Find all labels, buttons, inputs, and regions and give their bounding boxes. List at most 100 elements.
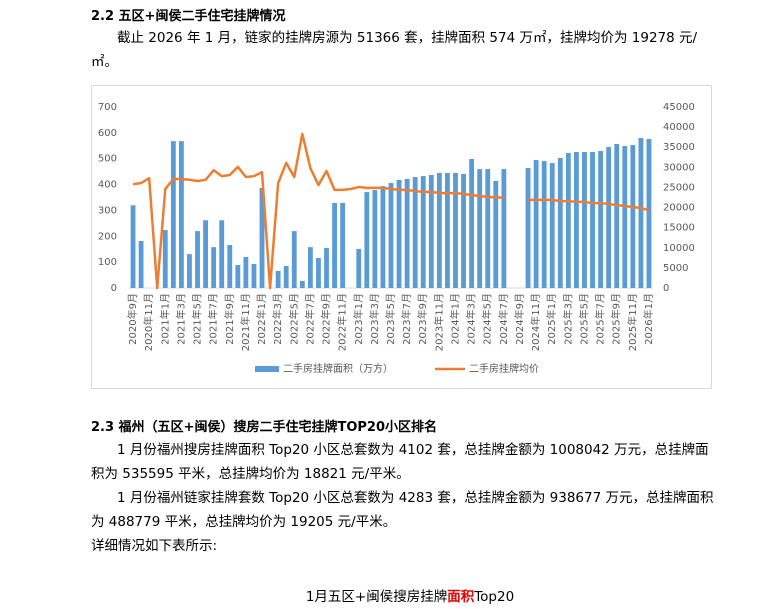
bar (307, 247, 313, 288)
bar (138, 240, 144, 288)
x-tick-label: 2024年3月 (465, 293, 478, 345)
bar (630, 145, 636, 288)
bar (227, 245, 233, 288)
x-tick-label: 2025年5月 (577, 293, 590, 345)
bar (372, 190, 378, 288)
y2-tick-label: 45000 (663, 102, 695, 113)
legend-label: 二手房挂牌面积（万方） (283, 362, 393, 375)
x-tick-label: 2021年3月 (174, 293, 187, 345)
caption-highlight: 面积 (447, 589, 475, 605)
y-tick-label: 700 (98, 102, 117, 113)
bar (445, 172, 450, 288)
bar (420, 176, 426, 288)
bar (299, 281, 305, 288)
heading: 2.3 福州（五区+闽侯）搜房二手住宅挂牌TOP20小区排名 (91, 420, 437, 435)
bar (582, 151, 587, 288)
x-tick-label: 2021年1月 (158, 293, 171, 345)
bar (275, 270, 281, 288)
y-tick-label: 500 (98, 154, 117, 165)
caption-text: Top20 (474, 589, 515, 605)
bar (251, 263, 257, 288)
x-tick-label: 2025年11月 (626, 293, 639, 351)
y2-tick-label: 20000 (663, 203, 695, 214)
x-tick-label: 2023年3月 (368, 293, 381, 345)
x-tick-label: 2024年11月 (529, 293, 542, 351)
y2-tick-label: 10000 (663, 243, 695, 254)
paragraph: 详细情况如下表所示: (91, 538, 218, 554)
x-tick-label: 2021年7月 (207, 293, 220, 345)
line (528, 198, 650, 212)
bar (590, 151, 595, 288)
bar (388, 183, 394, 288)
x-tick-label: 2024年1月 (448, 293, 461, 345)
table-caption: 1月五区+闽侯搜房挂牌面积Top20 (0, 585, 779, 605)
bar (283, 266, 289, 288)
bar (436, 172, 442, 288)
x-tick-label: 2023年7月 (400, 293, 413, 345)
bar (461, 173, 466, 288)
bar (291, 231, 297, 288)
bar (533, 160, 539, 288)
caption-text: 1月五区+闽侯搜房挂牌 (305, 589, 448, 605)
paragraph: 1 月份福州搜房挂牌面积 Top20 小区总套数为 4102 套，总挂牌金额为 … (91, 442, 709, 482)
bar (622, 146, 628, 288)
x-tick-label: 2023年11月 (432, 293, 445, 351)
bar (638, 138, 644, 288)
bar (598, 150, 604, 288)
y2-tick-label: 40000 (663, 122, 695, 133)
bar (525, 168, 531, 288)
bar (573, 151, 579, 288)
x-tick-label: 2024年9月 (513, 293, 526, 345)
x-tick-label: 2021年5月 (191, 293, 204, 345)
bar (501, 169, 507, 288)
bar (219, 220, 225, 288)
x-tick-label: 2025年9月 (610, 293, 623, 345)
y2-tick-label: 0 (663, 283, 669, 294)
bar (340, 202, 346, 288)
y-tick-label: 200 (98, 231, 117, 242)
bar (469, 158, 475, 288)
x-tick-label: 2022年7月 (303, 293, 316, 345)
x-tick-label: 2023年5月 (384, 293, 397, 345)
x-tick-label: 2020年11月 (142, 293, 155, 351)
y2-tick-label: 5000 (663, 263, 688, 274)
y-tick-label: 600 (98, 128, 117, 139)
bar (324, 247, 329, 288)
x-tick-label: 2021年9月 (223, 293, 236, 345)
x-tick-label: 2022年3月 (271, 293, 284, 345)
y2-tick-label: 15000 (663, 223, 695, 234)
x-tick-label: 2026年1月 (642, 293, 655, 345)
bar (565, 153, 571, 288)
bar (130, 205, 136, 288)
x-tick-label: 2022年5月 (287, 293, 300, 345)
bar (211, 247, 217, 288)
bar (453, 172, 458, 288)
x-tick-label: 2022年11月 (336, 293, 349, 351)
x-tick-label: 2022年1月 (255, 293, 268, 345)
bar (557, 157, 563, 288)
bar (364, 192, 370, 288)
bar (187, 254, 192, 288)
y-tick-label: 300 (98, 205, 117, 216)
chart-frame (91, 85, 712, 389)
bar (356, 248, 362, 288)
legend-label: 二手房挂牌均价 (469, 362, 539, 375)
bar (243, 256, 249, 288)
y-tick-label: 100 (98, 257, 117, 268)
paragraph: 1 月份福州链家挂牌套数 Top20 小区总套数为 4283 套，总挂牌金额为 … (91, 490, 714, 530)
bar (203, 220, 209, 288)
bar (614, 143, 620, 288)
bar (404, 178, 410, 288)
bar (646, 139, 652, 288)
bar (549, 163, 555, 288)
bar (412, 177, 418, 288)
paragraph: 截止 2026 年 1 月，链家的挂牌房源为 51366 套，挂牌面积 574 … (91, 30, 698, 70)
bar (259, 187, 265, 288)
y2-tick-label: 25000 (663, 182, 695, 193)
bar (162, 230, 168, 288)
legend-swatch (255, 366, 279, 372)
bar (380, 186, 386, 288)
y-tick-label: 0 (111, 283, 117, 294)
